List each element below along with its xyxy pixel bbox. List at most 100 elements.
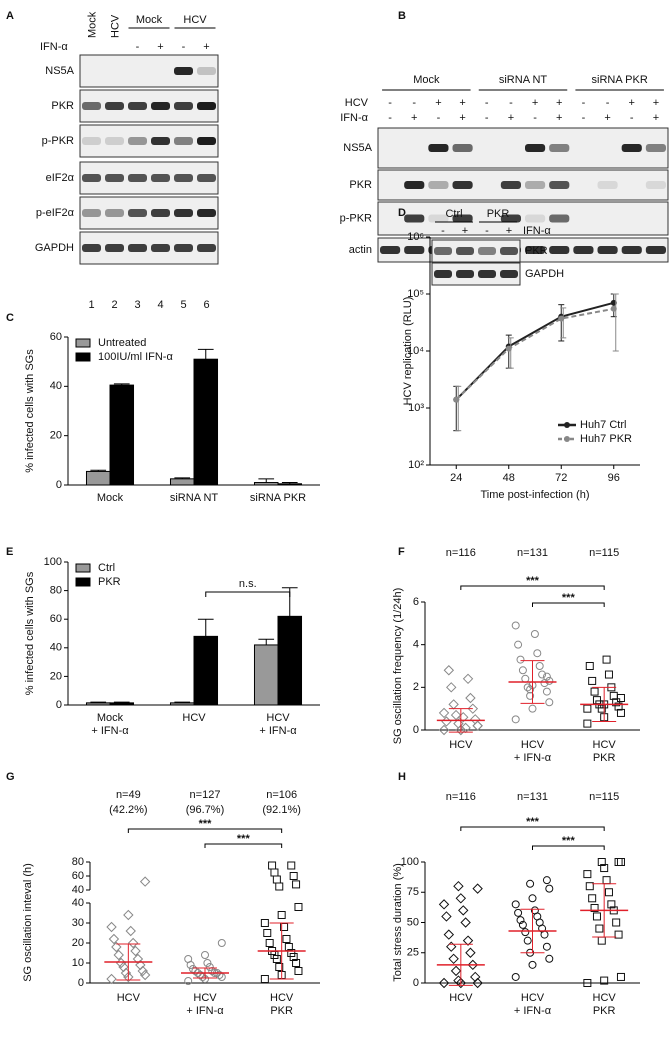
x-tick-label: + IFN-α bbox=[514, 752, 552, 764]
blot-band bbox=[621, 144, 642, 152]
group-label: siRNA PKR bbox=[592, 74, 648, 86]
y-axis-title: % infected cells with SGs bbox=[24, 571, 36, 695]
blot-band bbox=[645, 246, 666, 254]
data-point bbox=[614, 702, 623, 711]
blot-panel bbox=[431, 239, 521, 263]
data-point bbox=[583, 979, 592, 987]
blot-band bbox=[197, 244, 216, 252]
y-tick-label: 0 bbox=[56, 479, 62, 491]
blot-band bbox=[197, 209, 216, 217]
blot-band bbox=[549, 181, 570, 189]
bar bbox=[169, 702, 195, 706]
blot-band bbox=[500, 247, 518, 255]
y-tick-label: 0 bbox=[413, 977, 419, 989]
treatment-sign: + bbox=[653, 97, 659, 109]
data-point bbox=[127, 937, 139, 949]
treatment-sign: + bbox=[459, 97, 465, 109]
lane-number: 1 bbox=[88, 299, 94, 311]
data-point bbox=[465, 692, 476, 704]
n-label: n=115 bbox=[589, 791, 619, 803]
data-point bbox=[511, 972, 520, 981]
y-tick-label: 30 bbox=[72, 917, 84, 929]
treatment-sign: + bbox=[462, 225, 468, 237]
blot-band bbox=[500, 214, 521, 223]
data-point bbox=[518, 920, 527, 929]
y-tick-label: 80 bbox=[72, 856, 84, 868]
row-label: GAPDH bbox=[35, 242, 74, 254]
blot-band bbox=[151, 102, 170, 110]
data-point bbox=[450, 709, 462, 721]
pct-label: (42.2%) bbox=[109, 804, 148, 816]
y-tick-label: 40 bbox=[72, 884, 84, 896]
y-tick-label: 60 bbox=[72, 870, 84, 882]
lane-number: 3 bbox=[134, 299, 140, 311]
treatment-sign: + bbox=[556, 97, 562, 109]
annotation: *** bbox=[562, 835, 576, 847]
blot-band bbox=[105, 244, 124, 252]
x-tick-label: + IFN-α bbox=[259, 725, 297, 737]
lane-label: HCV bbox=[109, 14, 121, 38]
data-point bbox=[125, 925, 136, 937]
data-point bbox=[538, 670, 547, 679]
lane-number: 2 bbox=[111, 299, 117, 311]
data-point bbox=[272, 875, 281, 884]
data-point bbox=[542, 687, 551, 696]
legend-swatch bbox=[75, 563, 91, 573]
legend-label: Huh7 PKR bbox=[580, 433, 632, 445]
blot-band bbox=[197, 137, 216, 145]
legend-swatch bbox=[564, 436, 570, 442]
data-point bbox=[511, 715, 520, 724]
treatment-sign: - bbox=[582, 97, 586, 109]
row-label: p-PKR bbox=[42, 135, 74, 147]
treatment-sign: - bbox=[441, 225, 445, 237]
treatment-sign: + bbox=[203, 41, 209, 53]
legend-swatch bbox=[75, 352, 91, 362]
y-tick-label: 40 bbox=[50, 380, 62, 392]
data-point bbox=[453, 880, 464, 892]
blot-band bbox=[197, 67, 216, 75]
significance-bracket bbox=[204, 843, 283, 848]
data-point bbox=[108, 933, 120, 945]
annotation: *** bbox=[526, 575, 540, 587]
blot-band bbox=[500, 270, 518, 278]
bar bbox=[169, 478, 195, 486]
data-point bbox=[590, 903, 599, 912]
data-point bbox=[583, 870, 592, 879]
x-tick-label: + IFN-α bbox=[514, 1005, 552, 1017]
y-tick-label: 10⁶ bbox=[407, 231, 424, 243]
blot-band bbox=[573, 246, 594, 254]
data-point bbox=[545, 954, 554, 963]
y-axis-title: Total stress duration (%) bbox=[392, 863, 404, 982]
data-point bbox=[139, 876, 151, 887]
data-point bbox=[438, 977, 450, 989]
data-point bbox=[270, 868, 279, 877]
y-tick-label: 20 bbox=[72, 937, 84, 949]
bar bbox=[85, 470, 111, 486]
data-point bbox=[600, 864, 609, 873]
panel-letter: B bbox=[398, 10, 406, 22]
treatment-sign: - bbox=[485, 225, 489, 237]
treatment-label: IFN-α bbox=[340, 112, 368, 124]
y-axis-title: HCV replication (RLU) bbox=[402, 297, 414, 406]
blot-panel bbox=[79, 196, 219, 230]
data-point bbox=[462, 935, 474, 946]
data-point bbox=[528, 704, 537, 713]
data-point bbox=[511, 621, 520, 630]
treatment-sign: - bbox=[485, 112, 489, 124]
data-point bbox=[282, 935, 291, 943]
treatment-sign: - bbox=[136, 41, 140, 53]
legend-label: Huh7 Ctrl bbox=[580, 419, 626, 431]
blot-band bbox=[82, 244, 101, 252]
panel-letter: H bbox=[398, 771, 406, 783]
data-point bbox=[438, 899, 450, 910]
blot-band bbox=[82, 137, 101, 145]
x-tick-label: siRNA PKR bbox=[250, 492, 306, 504]
blot-band bbox=[174, 137, 193, 145]
data-point bbox=[542, 672, 551, 681]
data-point bbox=[184, 955, 193, 963]
data-point bbox=[455, 977, 467, 989]
x-tick-label: HCV bbox=[117, 992, 141, 1004]
blot-band bbox=[500, 181, 521, 189]
bar bbox=[253, 482, 279, 486]
blot-band bbox=[549, 144, 570, 152]
